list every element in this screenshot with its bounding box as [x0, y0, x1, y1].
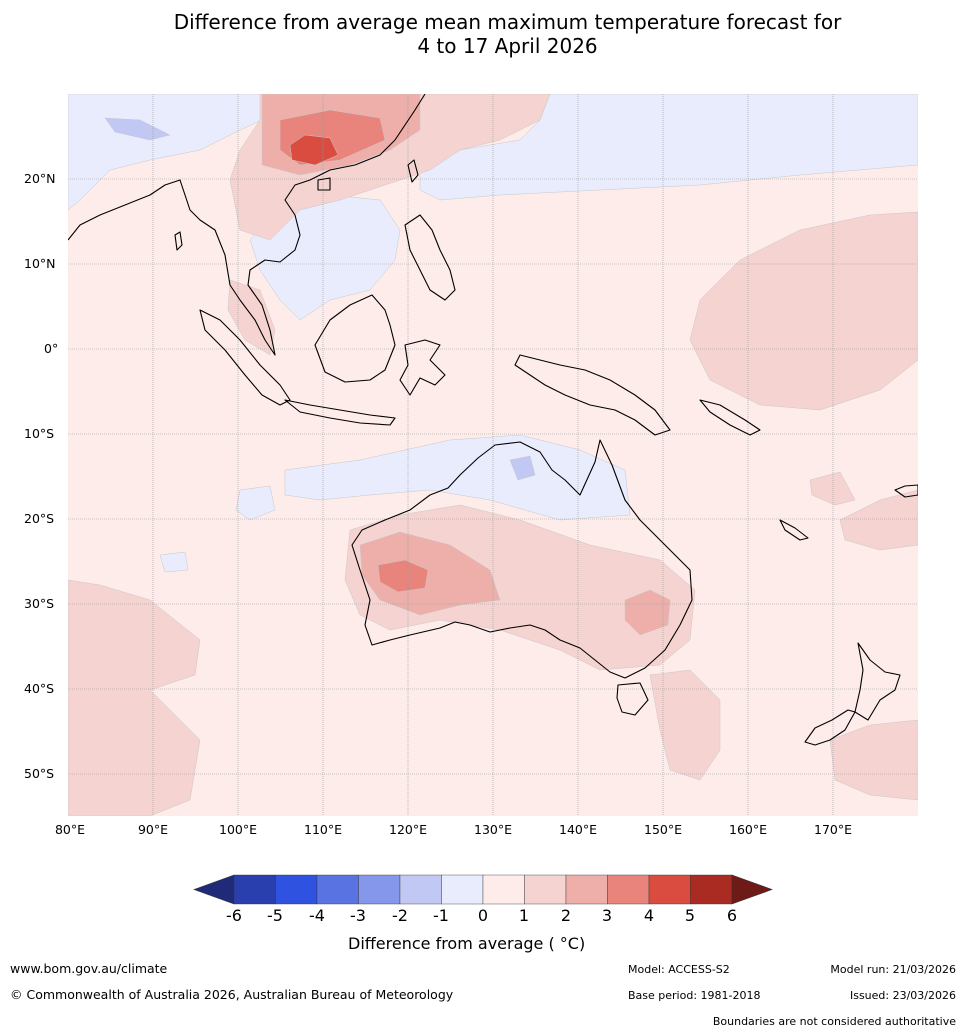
coastline-australia	[351, 439, 693, 679]
colorbar-tick: -2	[392, 906, 408, 925]
lat-label-10n: 10°N	[24, 256, 56, 271]
lat-label-0: 0°	[44, 341, 59, 356]
anomaly-region-warm-southwest	[68, 579, 201, 816]
coastline-philippines	[404, 214, 456, 301]
anomaly-region-warm-tasman	[649, 669, 721, 781]
anomaly-region-cool-small-2	[159, 551, 189, 573]
colorbar-tick: 0	[477, 906, 489, 925]
lat-label-50s: 50°S	[24, 766, 55, 781]
gridlines	[68, 94, 918, 816]
boundaries-disclaimer: Boundaries are not considered authoritat…	[712, 1015, 956, 1028]
colorbar-tick: 4	[643, 906, 655, 925]
coastline-fiji	[894, 484, 918, 498]
model-run-date: Model run: 21/03/2026	[830, 963, 956, 976]
lon-label-130e: 130°E	[473, 822, 513, 837]
coastline-solomon	[699, 399, 761, 436]
colorbar-tick: -6	[226, 906, 242, 925]
coastline-new-caledonia	[779, 519, 809, 541]
colorbar-tick: -3	[350, 906, 366, 925]
colorbar-tick: -1	[433, 906, 449, 925]
lon-label-160e: 160°E	[728, 822, 768, 837]
coastline-sumatra	[199, 309, 291, 406]
anomaly-region-cool-tibet	[104, 117, 171, 141]
anomaly-region-cool-northeast	[419, 94, 918, 201]
lon-label-80e: 80°E	[54, 822, 86, 837]
base-period: Base period: 1981-2018	[628, 989, 761, 1002]
coastline-new-zealand-north	[854, 642, 901, 721]
anomaly-region-warm-vanuatu	[809, 471, 856, 506]
lat-label-10s: 10°S	[24, 426, 55, 441]
lon-label-110e: 110°E	[303, 822, 343, 837]
anomaly-region-cool-carpentaria	[509, 455, 536, 481]
anomaly-region-cool-small-1	[235, 485, 276, 521]
lon-label-140e: 140°E	[558, 822, 598, 837]
lat-label-30s: 30°S	[24, 596, 55, 611]
colorbar-tick: 3	[601, 906, 613, 925]
chart-title: Difference from average mean maximum tem…	[0, 10, 965, 58]
coastline-sri-lanka	[174, 231, 183, 251]
website-link[interactable]: www.bom.gov.au/climate	[10, 961, 168, 976]
coastline-hainan	[317, 177, 331, 191]
lon-label-120e: 120°E	[388, 822, 428, 837]
anomaly-region-warm-2-3-wa	[359, 531, 501, 616]
anomaly-region-warm-fiji	[839, 489, 918, 551]
coastline-new-guinea	[514, 354, 671, 436]
coastline-taiwan	[407, 159, 419, 183]
lon-label-150e: 150°E	[643, 822, 683, 837]
coastline-sulawesi	[399, 339, 446, 396]
lon-label-90e: 90°E	[137, 822, 169, 837]
coastline-java	[284, 399, 396, 426]
issued-date: Issued: 23/03/2026	[849, 989, 956, 1002]
anomaly-region-warm-2-3-nsw	[624, 589, 671, 636]
coastline-asia-mainland	[68, 94, 426, 356]
anomaly-region-warm-4-5-china	[289, 134, 339, 166]
lat-label-20s: 20°S	[24, 511, 55, 526]
coastline-tasmania	[616, 682, 649, 716]
lon-label-100e: 100°E	[218, 822, 258, 837]
title-line-1: Difference from average mean maximum tem…	[173, 10, 842, 34]
colorbar-tick: 5	[684, 906, 696, 925]
copyright-text: © Commonwealth of Australia 2026, Austra…	[10, 987, 454, 1002]
colorbar-tick: 1	[518, 906, 530, 925]
colorbar-tick: -4	[309, 906, 325, 925]
anomaly-region-warm-3-4-wa	[377, 559, 429, 593]
colorbar-tick: -5	[267, 906, 283, 925]
colorbar-tick: 2	[560, 906, 572, 925]
lat-label-20n: 20°N	[24, 171, 56, 186]
lat-label-40s: 40°S	[24, 681, 55, 696]
coastline-borneo	[314, 294, 396, 383]
anomaly-region-warm-southeast	[829, 719, 918, 801]
model-name: Model: ACCESS-S2	[628, 963, 730, 976]
anomaly-region-warm-pacific	[689, 211, 918, 411]
colorbar-tick: 6	[726, 906, 738, 925]
coastline-new-zealand-south	[804, 709, 856, 746]
lon-label-170e: 170°E	[813, 822, 853, 837]
colorbar-label: Difference from average ( °C)	[348, 934, 586, 953]
title-line-2: 4 to 17 April 2026	[417, 34, 598, 58]
